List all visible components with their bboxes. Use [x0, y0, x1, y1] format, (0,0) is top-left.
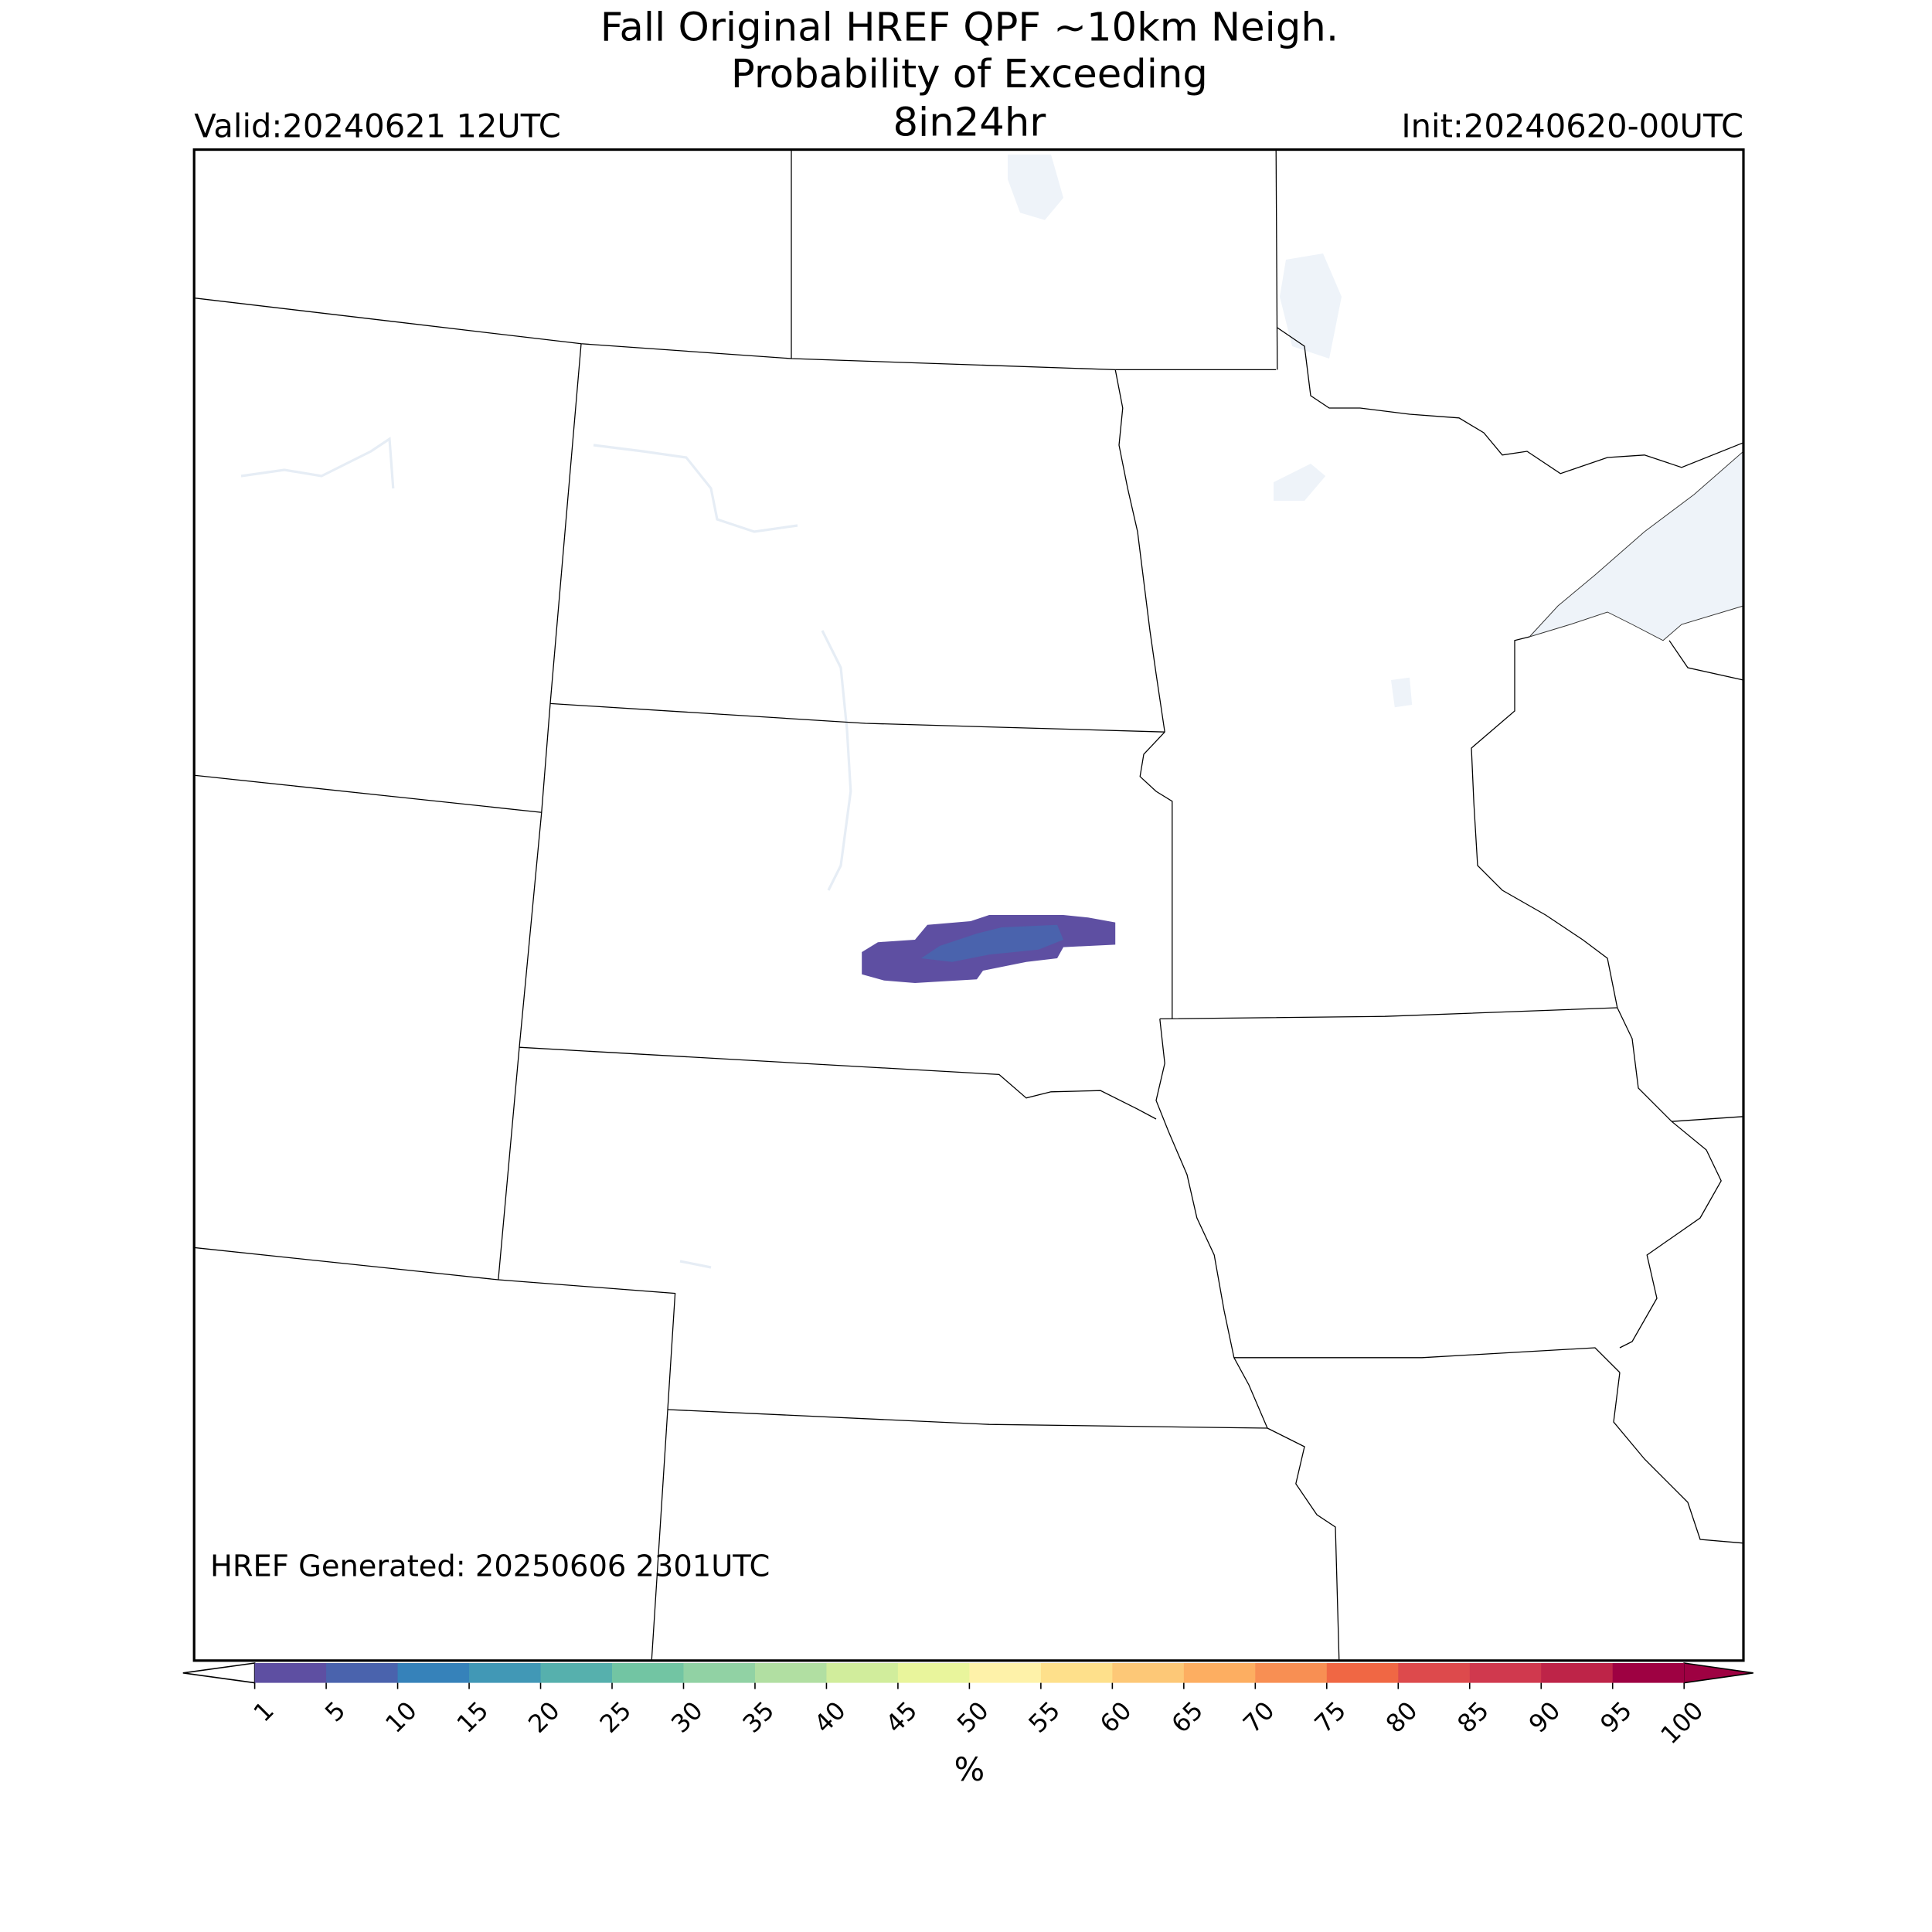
colorbar-tick-label: 45 — [879, 1696, 923, 1739]
border — [1159, 1007, 1617, 1020]
border — [1471, 636, 1618, 1009]
colorbar-tick-label: 20 — [522, 1696, 566, 1739]
border — [1672, 1116, 1744, 1122]
colorbar-tick-label: 1 — [248, 1696, 280, 1727]
lake — [1274, 464, 1326, 501]
colorbar-segment — [897, 1663, 970, 1683]
colorbar-tick-label: 90 — [1523, 1696, 1566, 1739]
colorbar-segment — [1326, 1663, 1399, 1683]
river — [593, 444, 798, 533]
border — [1233, 1347, 1621, 1373]
colorbar-segment — [1183, 1663, 1256, 1683]
colorbar-tick-label: 50 — [951, 1696, 995, 1739]
generated-time: HREF Generated: 20250606 2301UTC — [210, 1549, 770, 1583]
colorbar-tick-label: 60 — [1094, 1696, 1138, 1739]
map-frame — [192, 148, 1745, 1662]
precip-area — [921, 924, 1063, 962]
lake — [1008, 155, 1063, 220]
colorbar-segment — [754, 1663, 827, 1683]
valid-time: Valid:20240621 12UTC — [194, 107, 561, 145]
border — [194, 774, 542, 813]
border — [1617, 1007, 1722, 1349]
colorbar-tick-label: 85 — [1451, 1696, 1495, 1739]
border — [549, 702, 1165, 733]
colorbar-segment — [1255, 1663, 1328, 1683]
colorbar-segment — [397, 1663, 470, 1683]
river — [240, 437, 395, 489]
colorbar-segment — [1112, 1663, 1185, 1683]
colorbar-tick-label: 75 — [1308, 1696, 1352, 1739]
colorbar-segment — [1398, 1663, 1471, 1683]
colorbar-segment — [469, 1663, 541, 1683]
title-line: Probability of Exceeding — [731, 51, 1208, 97]
colorbar-over — [1683, 1662, 1753, 1684]
border — [1267, 1427, 1340, 1661]
colorbar-tick-label: 70 — [1237, 1696, 1281, 1739]
colorbar-tick-label: 35 — [737, 1696, 781, 1739]
colorbar-tick-label: 55 — [1022, 1696, 1066, 1739]
colorbar-tick-label: 40 — [808, 1696, 852, 1739]
colorbar-label: % — [954, 1750, 985, 1788]
border — [667, 1409, 1268, 1429]
colorbar-segment — [540, 1663, 613, 1683]
colorbar-tick-label: 100 — [1655, 1696, 1709, 1750]
map-background — [194, 149, 1744, 1661]
border — [1613, 1372, 1744, 1544]
colorbar-tick-label: 25 — [594, 1696, 638, 1739]
colorbar-segment — [969, 1663, 1042, 1683]
colorbar-segment — [683, 1663, 756, 1683]
title-line: 8in24hr — [893, 100, 1046, 146]
colorbar-tick-label: 5 — [319, 1696, 351, 1727]
init-time: Init:20240620-00UTC — [1401, 107, 1743, 145]
border — [1155, 1019, 1268, 1429]
colorbar: 1 5 10 15 20 25 30 35 40 45 50 55 60 65 70 75 80 85 90 95 10… — [182, 1662, 1753, 1750]
colorbar-tick-label: 15 — [451, 1696, 495, 1739]
river — [679, 1260, 712, 1269]
colorbar-tick-label: 30 — [665, 1696, 709, 1739]
colorbar-segment — [826, 1663, 899, 1683]
border — [1277, 327, 1744, 474]
colorbar-segment — [1541, 1663, 1614, 1683]
colorbar-segment — [1469, 1663, 1542, 1683]
colorbar-under — [182, 1662, 256, 1684]
border — [519, 1046, 1157, 1120]
title-line: Fall Original HREF QPF ~10km Neigh. — [600, 4, 1338, 50]
colorbar-segment — [612, 1663, 684, 1683]
colorbar-segment — [1612, 1663, 1685, 1683]
colorbar-tick-label: 10 — [379, 1696, 423, 1739]
lake — [1391, 677, 1413, 708]
colorbar-tick-label: 95 — [1594, 1696, 1638, 1739]
colorbar-segment — [326, 1663, 399, 1683]
colorbar-segment — [254, 1663, 327, 1683]
border — [1275, 149, 1278, 370]
border — [194, 1247, 676, 1661]
lake — [1280, 253, 1342, 359]
colorbar-tick-label: 80 — [1380, 1696, 1423, 1739]
border — [1139, 731, 1173, 1019]
colorbar-tick-label: 65 — [1165, 1696, 1209, 1739]
river — [821, 630, 852, 891]
border — [1114, 369, 1165, 733]
colorbar-segment — [1040, 1663, 1113, 1683]
border — [1668, 640, 1744, 681]
map: HREF Generated: 20250606 2301UTC — [192, 148, 1745, 1662]
